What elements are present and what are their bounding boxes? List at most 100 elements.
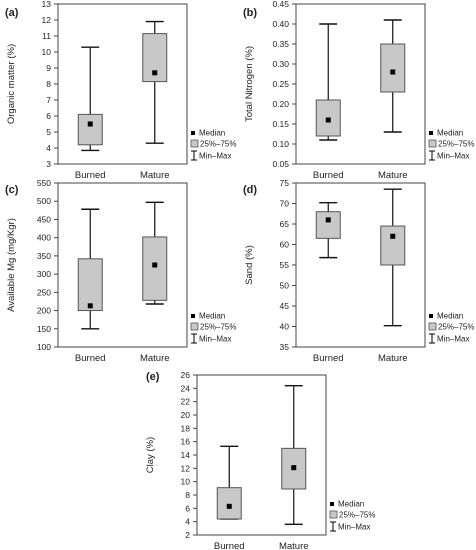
- y-tick-label: 450: [37, 214, 51, 224]
- x-category-label: Burned: [75, 170, 106, 181]
- median-marker: [325, 217, 331, 223]
- y-tick-label: 45: [280, 301, 290, 311]
- legend: Median 25%–75% Min–Max: [428, 312, 474, 344]
- x-category-label: Mature: [140, 170, 170, 181]
- median-marker: [152, 262, 158, 268]
- legend-iqr-swatch: [428, 322, 437, 331]
- panel-d: (d) 35 40 45 50 55 60 65 70 75 Sand (%) Burned Matur…: [243, 178, 474, 364]
- x-category-label: Mature: [279, 541, 309, 550]
- y-tick-label: 4: [185, 517, 190, 527]
- box-mature: [380, 19, 406, 133]
- y-tick-label: 0.05: [272, 159, 289, 169]
- y-tick-label: 50: [280, 281, 290, 291]
- y-tick-label: 75: [280, 178, 290, 188]
- x-category-label: Mature: [140, 353, 170, 364]
- legend-range-label: Min–Max: [338, 523, 370, 532]
- y-tick-label: 100: [37, 342, 51, 352]
- y-tick-label: 0.45: [272, 0, 289, 9]
- legend-iqr-swatch: [190, 322, 199, 331]
- y-tick-label: 6: [46, 111, 51, 121]
- y-tick-label: 350: [37, 251, 51, 261]
- plot-frame: [295, 182, 426, 348]
- panel-b: (b) 0.05 0.10 0.15 0.20 0.25 0.30 0.35 0.40 0.45 T…: [243, 0, 474, 181]
- median-marker: [87, 303, 93, 309]
- iqr-box: [380, 225, 406, 266]
- legend-median-label: Median: [199, 312, 225, 321]
- y-tick-label: 35: [280, 342, 290, 352]
- y-tick-label: 60: [280, 240, 290, 250]
- legend: Median 25%–75% Min–Max: [190, 129, 236, 161]
- y-tick-label: 9: [46, 63, 51, 73]
- median-marker: [152, 70, 158, 76]
- panel-label: (d): [243, 184, 257, 196]
- legend-iqr-label: 25%–75%: [200, 323, 236, 332]
- y-tick-label: 0.20: [272, 99, 289, 109]
- y-tick-label: 0.40: [272, 19, 289, 29]
- panel-label: (c): [5, 184, 19, 196]
- y-axis-title: Available Mg (mg/Kgr): [6, 218, 17, 312]
- y-tick-label: 20: [181, 410, 191, 420]
- iqr-box: [216, 487, 242, 520]
- y-tick-label: 22: [181, 397, 191, 407]
- median-marker: [87, 121, 93, 127]
- box-mature: [142, 20, 168, 144]
- y-tick-label: 16: [181, 437, 191, 447]
- y-tick-label: 0.10: [272, 139, 289, 149]
- plot-frame: [57, 182, 188, 348]
- iqr-box: [142, 236, 168, 301]
- legend-iqr-label: 25%–75%: [339, 511, 375, 520]
- panel-c: (c) 100 150 200 250 300 350 400 450 500 550 Availab…: [5, 178, 236, 364]
- y-tick-label: 65: [280, 219, 290, 229]
- box-burned: [216, 445, 242, 520]
- legend-iqr-label: 25%–75%: [438, 140, 474, 149]
- y-tick-label: 11: [42, 31, 51, 41]
- legend: Median 25%–75% Min–Max: [190, 312, 236, 344]
- y-tick-label: 40: [280, 322, 290, 332]
- x-category-label: Burned: [214, 541, 245, 550]
- legend-iqr-swatch: [428, 139, 437, 148]
- y-tick-label: 7: [46, 95, 51, 105]
- median-marker: [390, 233, 396, 239]
- plot-frame: [57, 3, 188, 165]
- median-marker: [325, 117, 331, 123]
- y-tick-label: 500: [37, 196, 51, 206]
- y-tick-label: 12: [42, 15, 52, 25]
- box-mature: [380, 188, 406, 327]
- x-category-label: Burned: [313, 170, 344, 181]
- legend-median-label: Median: [437, 312, 463, 321]
- x-category-label: Burned: [75, 353, 106, 364]
- box-mature: [142, 201, 168, 305]
- median-marker: [226, 503, 232, 509]
- plot-frame: [295, 3, 426, 165]
- y-tick-label: 26: [181, 370, 191, 380]
- y-tick-label: 4: [46, 143, 51, 153]
- y-tick-label: 2: [185, 530, 190, 540]
- iqr-box: [380, 43, 406, 93]
- legend-median-marker: [429, 314, 433, 318]
- y-axis-title: Organic matter (%): [6, 44, 17, 124]
- panel-label: (e): [146, 371, 160, 383]
- box-burned: [77, 46, 103, 152]
- y-tick-label: 55: [280, 260, 290, 270]
- y-tick-label: 10: [42, 47, 52, 57]
- legend-median-marker: [191, 314, 195, 318]
- legend-median-label: Median: [199, 129, 225, 138]
- y-tick-label: 250: [37, 287, 51, 297]
- iqr-box: [77, 113, 103, 146]
- median-marker: [390, 69, 396, 75]
- y-tick-label: 8: [46, 79, 51, 89]
- legend-iqr-swatch: [329, 510, 338, 519]
- y-tick-label: 200: [37, 306, 51, 316]
- x-category-label: Mature: [378, 353, 408, 364]
- legend: Median 25%–75% Min–Max: [428, 129, 474, 161]
- panel-label: (a): [5, 7, 19, 19]
- y-tick-label: 550: [37, 178, 51, 188]
- legend-range-label: Min–Max: [437, 152, 469, 161]
- y-tick-label: 400: [37, 233, 51, 243]
- legend: Median 25%–75% Min–Max: [329, 500, 375, 532]
- y-tick-label: 10: [181, 477, 191, 487]
- y-tick-label: 5: [46, 127, 51, 137]
- y-tick-label: 8: [185, 490, 190, 500]
- y-tick-label: 14: [181, 450, 191, 460]
